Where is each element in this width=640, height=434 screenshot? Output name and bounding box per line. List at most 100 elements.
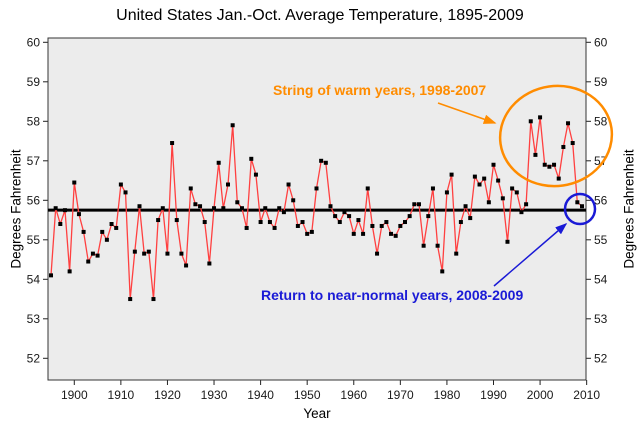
data-point [188, 186, 193, 191]
data-point [552, 162, 557, 167]
data-point [384, 220, 389, 225]
svg-text:53: 53 [594, 312, 608, 326]
data-point [230, 123, 235, 128]
data-point [76, 212, 81, 217]
data-point [519, 210, 524, 215]
data-point [361, 231, 366, 236]
data-point [100, 229, 105, 234]
data-point [421, 243, 426, 248]
data-point [570, 141, 575, 146]
data-point [221, 206, 226, 211]
y-axis-label-left: Degrees Fahrenheit [8, 149, 24, 269]
data-point [216, 160, 221, 165]
data-point [393, 233, 398, 238]
data-point [212, 206, 217, 211]
data-point [207, 261, 212, 266]
data-point [198, 204, 203, 209]
y-axis-label-right: Degrees Fahrenheit [621, 149, 637, 269]
data-point [193, 202, 198, 207]
data-point [477, 182, 482, 187]
data-point [90, 251, 95, 256]
data-point [258, 220, 263, 225]
data-point [458, 220, 463, 225]
data-point [403, 220, 407, 225]
data-point [538, 115, 543, 120]
data-point [412, 202, 417, 207]
y-axis-ticks: 60 60 59 59 58 58 57 57 56 56 55 55 54 54 53 53 52 52 [27, 35, 608, 365]
data-point [226, 182, 230, 187]
svg-text:2000: 2000 [527, 388, 554, 402]
data-point [272, 225, 277, 230]
data-point [328, 204, 333, 209]
data-point [156, 218, 161, 223]
data-point [151, 297, 156, 302]
data-point [566, 121, 571, 126]
data-point [86, 259, 91, 264]
data-point [132, 249, 137, 254]
data-point [491, 162, 496, 167]
data-point [281, 210, 286, 215]
svg-text:53: 53 [27, 312, 41, 326]
data-point [146, 249, 151, 254]
data-point [449, 172, 454, 177]
data-point [244, 225, 249, 230]
data-point [528, 119, 533, 124]
svg-text:1930: 1930 [201, 388, 228, 402]
data-point [53, 206, 58, 211]
data-point [323, 160, 328, 165]
svg-text:52: 52 [27, 351, 41, 365]
data-point [62, 208, 67, 213]
data-point [514, 190, 519, 195]
svg-text:1950: 1950 [294, 388, 321, 402]
data-point [300, 220, 305, 225]
svg-text:59: 59 [594, 75, 608, 89]
data-points [49, 115, 584, 302]
warm-years-ellipse [498, 84, 614, 188]
data-point [342, 210, 347, 215]
data-point [454, 251, 459, 256]
data-point [468, 216, 473, 221]
data-point [184, 263, 189, 268]
data-point [179, 251, 184, 256]
svg-text:54: 54 [27, 272, 41, 286]
data-point [496, 178, 501, 183]
data-point [72, 180, 77, 185]
svg-text:1980: 1980 [434, 388, 461, 402]
svg-text:58: 58 [27, 114, 41, 128]
data-point [561, 144, 566, 149]
data-point [305, 231, 310, 236]
data-point [370, 223, 375, 228]
svg-text:57: 57 [27, 154, 41, 168]
data-point [49, 273, 53, 278]
data-point [398, 223, 403, 228]
data-point [165, 251, 170, 256]
data-point [444, 190, 449, 195]
svg-text:52: 52 [594, 351, 608, 365]
data-point [142, 251, 147, 256]
data-point [533, 152, 538, 157]
data-point [104, 237, 109, 242]
svg-text:1910: 1910 [108, 388, 135, 402]
svg-text:1900: 1900 [61, 388, 88, 402]
data-point [319, 158, 324, 163]
svg-text:54: 54 [594, 272, 608, 286]
data-point [95, 253, 100, 258]
x-axis-ticks: 1900 1910 1920 1930 1940 1950 1960 1970 1980 1990… [61, 380, 600, 402]
svg-text:60: 60 [594, 35, 608, 49]
svg-text:1990: 1990 [480, 388, 507, 402]
data-point [580, 204, 584, 209]
data-point [347, 214, 352, 219]
svg-text:2010: 2010 [573, 388, 600, 402]
data-point [524, 202, 529, 207]
data-point [170, 141, 175, 146]
data-point [309, 229, 314, 234]
data-point [351, 231, 356, 236]
data-point [295, 223, 300, 228]
data-point [114, 225, 119, 230]
data-point [435, 243, 440, 248]
data-point [379, 223, 384, 228]
data-point [235, 200, 240, 205]
data-point [58, 222, 63, 226]
